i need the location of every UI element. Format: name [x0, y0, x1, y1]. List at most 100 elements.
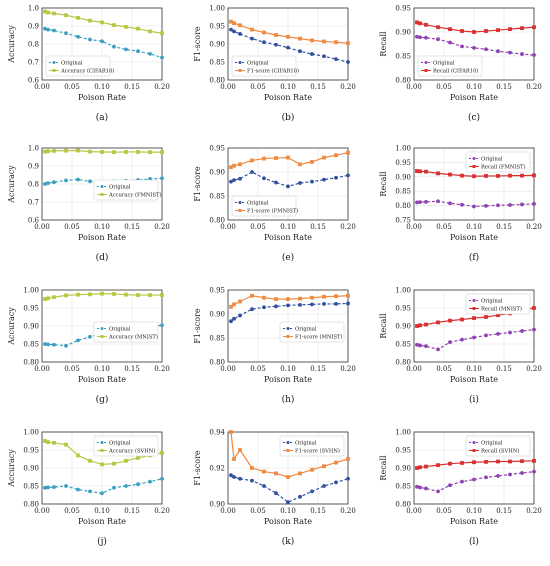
legend-box — [279, 321, 345, 343]
data-point — [460, 29, 464, 33]
data-point — [322, 484, 326, 488]
legend-marker — [472, 157, 476, 160]
x-tick-label: 0.05 — [64, 507, 80, 515]
y-tick-label: 0.80 — [395, 202, 411, 210]
x-tick-label: 0.10 — [280, 365, 296, 373]
x-axis-label: Poison Rate — [78, 233, 126, 242]
data-point — [448, 318, 452, 323]
chart-panel-l: 0.80 0.85 0.90 0.95 1.00 0.00 0.05 0.10 0.15 0.20… — [379, 429, 542, 548]
x-axis-label: Poison Rate — [450, 517, 498, 526]
data-point — [274, 42, 278, 47]
y-axis-label: F1-score — [193, 166, 202, 202]
data-point — [124, 292, 128, 297]
data-point — [496, 203, 500, 208]
data-point — [238, 313, 242, 318]
data-point — [112, 292, 116, 296]
y-tick-label: 0.7 — [28, 59, 39, 67]
data-point — [43, 485, 47, 490]
x-tick-label: 0.20 — [340, 223, 356, 231]
y-axis-label: Accuracy — [7, 25, 16, 64]
x-tick-label: 0.20 — [340, 507, 356, 515]
data-point — [460, 461, 464, 465]
data-point — [496, 474, 500, 478]
x-tick-label: 0.15 — [496, 365, 512, 373]
legend-label: Recall (CIFAR10) — [433, 68, 478, 75]
y-tick-label: 0.90 — [395, 173, 411, 181]
data-point — [232, 302, 236, 307]
data-point — [448, 461, 452, 466]
y-tick-label: 0.95 — [395, 305, 411, 313]
data-point — [52, 440, 56, 445]
data-point — [43, 9, 47, 14]
data-point — [286, 45, 290, 50]
legend-label: Original — [247, 61, 269, 67]
data-point — [322, 54, 326, 59]
y-tick-label: 0.90 — [209, 311, 225, 319]
data-point — [238, 32, 242, 36]
data-point — [88, 179, 92, 184]
x-tick-label: 0.20 — [526, 365, 542, 373]
data-point — [334, 480, 338, 485]
y-tick-label: 0.90 — [395, 323, 411, 331]
data-point — [46, 27, 50, 32]
data-point — [64, 484, 68, 488]
data-point — [472, 335, 476, 340]
y-tick-label: 0.80 — [395, 501, 411, 509]
data-point — [322, 177, 326, 182]
series-line-0 — [44, 28, 163, 59]
legend-marker — [238, 61, 242, 64]
y-tick-label: 0.8 — [28, 41, 39, 49]
series-line-1 — [230, 152, 349, 168]
x-tick-label: 0.15 — [124, 83, 140, 91]
y-tick-label: 0.85 — [209, 193, 225, 201]
data-point — [43, 26, 47, 31]
x-tick-label: 0.20 — [340, 365, 356, 373]
y-tick-label: 0.85 — [395, 341, 411, 349]
legend-marker — [52, 61, 56, 64]
data-point — [334, 153, 338, 158]
y-tick-label: 0.95 — [209, 145, 225, 153]
legend-label: Original — [247, 201, 269, 207]
legend-marker — [424, 69, 428, 72]
x-tick-label: 0.15 — [310, 507, 326, 515]
x-axis-label: Poison Rate — [264, 375, 312, 384]
data-point — [100, 491, 104, 496]
y-tick-label: 0.95 — [395, 5, 411, 13]
data-point — [229, 165, 233, 170]
x-tick-label: 0.05 — [64, 83, 80, 91]
data-point — [436, 463, 440, 468]
x-tick-label: 0.20 — [154, 223, 170, 231]
panel-caption: (e) — [282, 252, 294, 263]
data-point — [160, 450, 164, 455]
data-point — [250, 466, 254, 470]
plot-frame — [413, 147, 535, 221]
y-tick-label: 0.85 — [395, 53, 411, 61]
data-point — [436, 199, 440, 204]
x-tick-label: 0.00 — [34, 223, 50, 231]
data-point — [100, 20, 104, 25]
data-point — [346, 150, 350, 155]
y-tick-label: 0.80 — [395, 77, 411, 85]
data-point — [124, 25, 128, 29]
x-tick-label: 0.10 — [280, 83, 296, 91]
legend-marker — [286, 327, 290, 330]
data-point — [64, 293, 68, 298]
x-tick-label: 0.05 — [250, 365, 266, 373]
x-tick-label: 0.00 — [220, 507, 236, 515]
data-point — [334, 40, 338, 45]
chart-panel-c: 0.80 0.85 0.90 0.95 0.00 0.05 0.10 0.15 0.20 Pois… — [379, 5, 542, 124]
x-tick-label: 0.05 — [250, 223, 266, 231]
data-point — [76, 292, 80, 297]
data-point — [418, 200, 422, 205]
data-point — [496, 332, 500, 336]
data-point — [250, 27, 254, 32]
data-point — [148, 29, 152, 34]
data-point — [286, 303, 290, 308]
data-point — [274, 156, 278, 160]
x-tick-label: 0.20 — [526, 507, 542, 515]
legend-label: Original — [481, 441, 503, 447]
panel-caption: (h) — [282, 394, 295, 405]
data-point — [532, 458, 536, 463]
data-point — [76, 34, 80, 39]
